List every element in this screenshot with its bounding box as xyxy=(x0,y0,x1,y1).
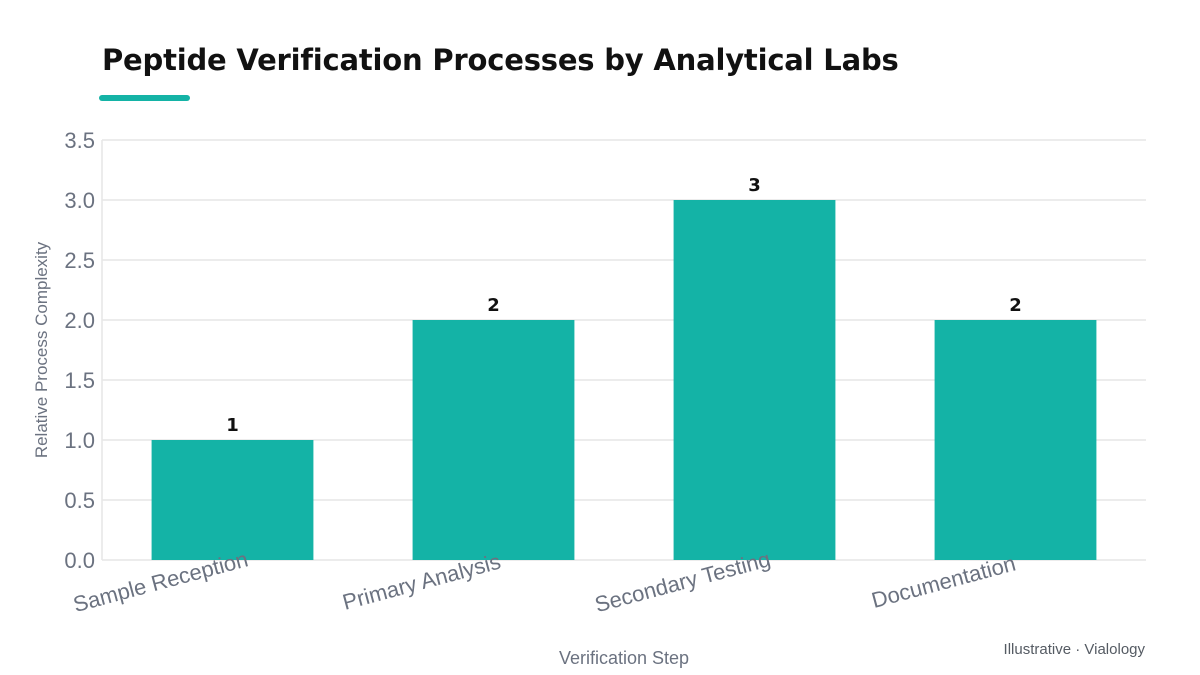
chart-title: Peptide Verification Processes by Analyt… xyxy=(102,43,899,77)
bar-primary-analysis xyxy=(412,320,575,560)
y-tick-labels: 0.0 0.5 1.0 1.5 2.0 2.5 3.0 3.5 xyxy=(64,128,95,573)
x-axis-title: Verification Step xyxy=(559,648,689,668)
value-label: 2 xyxy=(1009,295,1022,316)
y-tick-label: 3.0 xyxy=(64,188,95,213)
y-tick-label: 1.5 xyxy=(64,368,95,393)
y-tick-label: 3.5 xyxy=(64,128,95,153)
value-label: 1 xyxy=(226,415,239,436)
title-accent-bar xyxy=(99,95,190,101)
y-tick-label: 0.5 xyxy=(64,488,95,513)
y-tick-label: 1.0 xyxy=(64,428,95,453)
bar-sample-reception xyxy=(151,440,314,560)
y-axis-title: Relative Process Complexity xyxy=(32,241,51,458)
y-tick-label: 0.0 xyxy=(64,548,95,573)
y-tick-label: 2.5 xyxy=(64,248,95,273)
bars xyxy=(151,200,1097,560)
value-label: 3 xyxy=(748,175,761,196)
value-label: 2 xyxy=(487,295,500,316)
y-tick-label: 2.0 xyxy=(64,308,95,333)
source-credit: Illustrative · Vialology xyxy=(1003,641,1145,658)
bar-documentation xyxy=(934,320,1097,560)
bar-secondary-testing xyxy=(673,200,836,560)
value-labels: 1 2 3 2 xyxy=(226,175,1022,436)
